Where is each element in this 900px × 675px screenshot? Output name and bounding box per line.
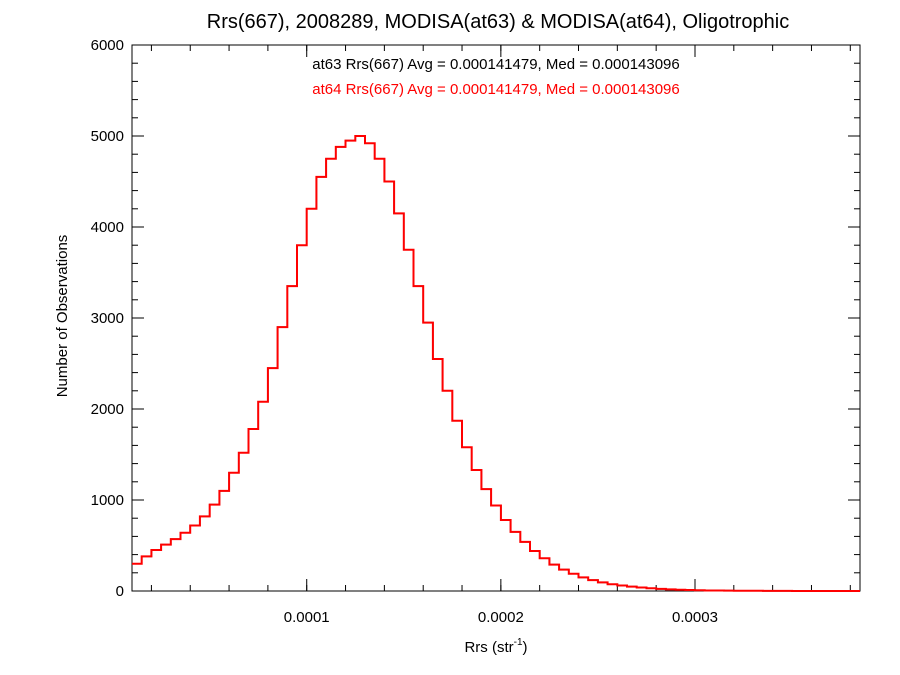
y-tick-label: 6000 (91, 37, 124, 54)
histogram-series-0 (132, 135, 860, 592)
x-tick-label: 0.0002 (478, 609, 524, 626)
y-tick-label: 3000 (91, 310, 124, 327)
plot-frame (131, 44, 861, 592)
chart-title: Rrs(667), 2008289, MODISA(at63) & MODISA… (207, 11, 789, 33)
annotation-at63: at63 Rrs(667) Avg = 0.000141479, Med = 0… (312, 56, 680, 73)
y-tick-label: 5000 (91, 128, 124, 145)
axis-ticks: 0.0001 0.0002 0.0003 0 1000 2000 3000 4000 5000 6… (91, 37, 860, 626)
y-tick-label: 1000 (91, 492, 124, 509)
x-tick-label: 0.0001 (284, 609, 330, 626)
y-axis-label: Number of Observations (54, 235, 71, 398)
annotation-at64: at64 Rrs(667) Avg = 0.000141479, Med = 0… (312, 81, 680, 98)
y-tick-label: 4000 (91, 219, 124, 236)
x-axis-label-close: ) (523, 639, 528, 656)
x-axis-label-sup: -1 (514, 637, 523, 648)
series-layer (132, 135, 860, 592)
histogram-series-1 (132, 135, 860, 592)
y-tick-label: 2000 (91, 401, 124, 418)
x-tick-label: 0.0003 (672, 609, 718, 626)
y-tick-label: 0 (116, 583, 124, 600)
x-axis-label-main: Rrs (str (464, 639, 513, 656)
x-axis-label: Rrs (str-1) (464, 637, 527, 656)
